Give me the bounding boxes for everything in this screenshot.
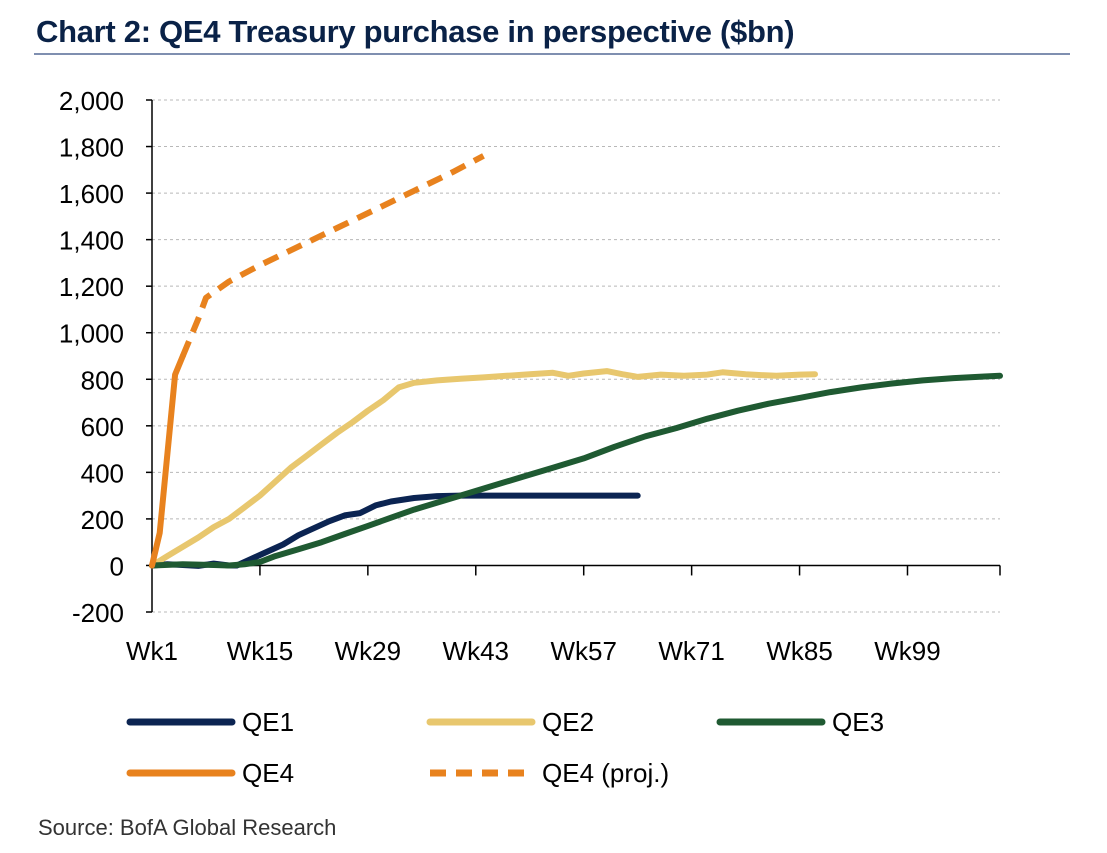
legend-item-qe4: QE4 [126, 758, 294, 788]
y-tick-label: 600 [81, 412, 124, 442]
y-tick-label: 0 [110, 551, 124, 581]
legend-label-qe1: QE1 [242, 707, 294, 737]
x-axis-tick-labels: Wk1 Wk15 Wk29 Wk43 Wk57 Wk71 Wk85 Wk99 [126, 636, 941, 666]
legend: QE1 QE2 QE3 QE4 QE4 (proj.) [126, 707, 884, 788]
y-tick-label: 2,000 [59, 86, 124, 116]
legend-label-qe2: QE2 [542, 707, 594, 737]
legend-item-qe3: QE3 [716, 707, 884, 737]
y-tick-label: 1,600 [59, 179, 124, 209]
series-line-qe4-proj [180, 153, 485, 358]
x-tick-label: Wk85 [766, 636, 832, 666]
legend-item-qe4-proj: QE4 (proj.) [430, 758, 669, 788]
grid-lines [152, 99, 1000, 613]
series-lines [149, 153, 1003, 569]
y-tick-label: -200 [72, 598, 124, 628]
y-tick-label: 1,400 [59, 226, 124, 256]
series-line-qe4 [149, 353, 186, 569]
x-tick-label: Wk57 [550, 636, 616, 666]
y-tick-label: 200 [81, 505, 124, 535]
x-tick-label: Wk71 [658, 636, 724, 666]
legend-item-qe1: QE1 [126, 707, 294, 737]
legend-label-qe4: QE4 [242, 758, 294, 788]
axes [146, 99, 1001, 613]
y-tick-label: 400 [81, 458, 124, 488]
x-tick-label: Wk29 [335, 636, 401, 666]
y-tick-label: 1,800 [59, 133, 124, 163]
y-tick-label: 1,200 [59, 272, 124, 302]
title-rule [34, 53, 1070, 55]
y-tick-label: 800 [81, 365, 124, 395]
y-tick-label: 1,000 [59, 319, 124, 349]
series-line-qe2 [149, 368, 818, 569]
chart-title: Chart 2: QE4 Treasury purchase in perspe… [36, 14, 795, 49]
series-line-qe3 [149, 372, 1003, 569]
x-tick-label: Wk99 [874, 636, 940, 666]
y-axis-tick-labels: -200 0 200 400 600 800 1,000 1,200 1,400 1,600 1,8… [59, 86, 124, 628]
x-tick-label: Wk43 [443, 636, 509, 666]
legend-label-qe3: QE3 [832, 707, 884, 737]
source-note: Source: BofA Global Research [38, 815, 337, 840]
x-tick-label: Wk15 [227, 636, 293, 666]
series-line-qe1 [149, 492, 641, 569]
x-tick-label: Wk1 [126, 636, 178, 666]
legend-label-qe4-proj: QE4 (proj.) [542, 758, 669, 788]
legend-item-qe2: QE2 [426, 707, 594, 737]
